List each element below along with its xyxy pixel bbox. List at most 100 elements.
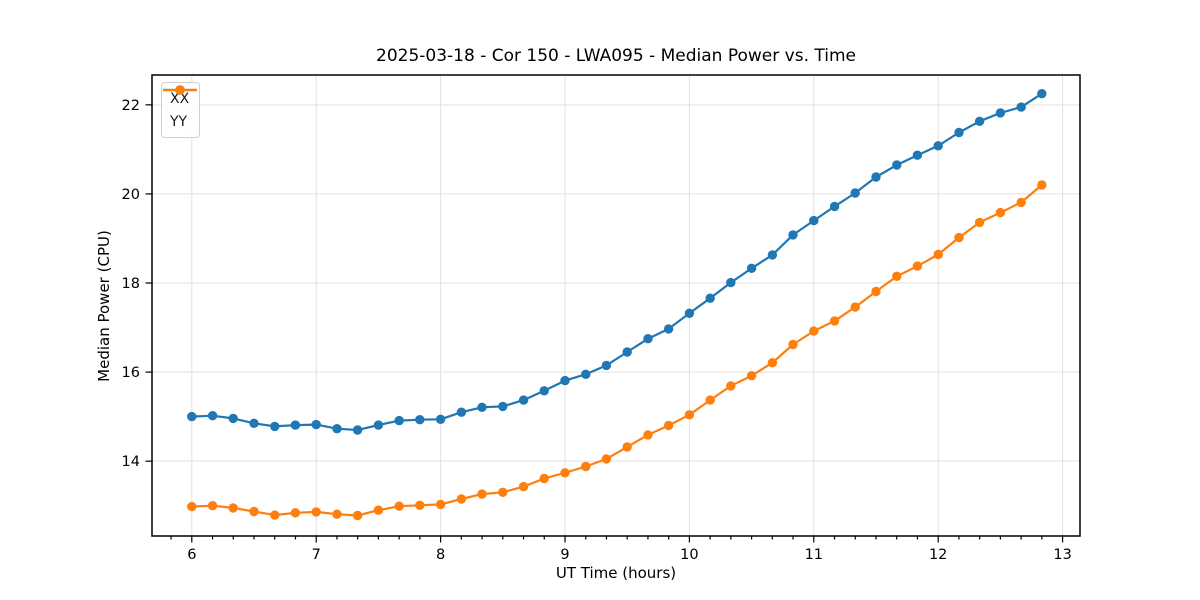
data-point xyxy=(207,411,218,421)
data-point xyxy=(290,508,301,518)
data-point xyxy=(995,108,1006,118)
data-point xyxy=(622,347,632,357)
data-point xyxy=(498,487,508,497)
data-point xyxy=(270,421,280,432)
data-point xyxy=(767,250,778,260)
data-point xyxy=(332,509,342,519)
data-point xyxy=(207,501,218,511)
x-tick-label: 7 xyxy=(312,547,321,563)
data-point xyxy=(394,501,404,511)
legend-label: YY xyxy=(170,113,188,130)
data-point xyxy=(352,510,363,521)
legend-marker xyxy=(175,85,185,95)
data-point xyxy=(415,500,425,510)
data-point xyxy=(228,503,238,513)
data-point xyxy=(933,249,943,260)
data-point xyxy=(290,420,301,430)
data-point xyxy=(726,277,736,288)
data-point xyxy=(643,430,653,440)
data-point xyxy=(394,415,404,426)
data-point xyxy=(415,415,425,425)
data-point xyxy=(788,230,798,240)
data-point xyxy=(311,507,321,517)
data-point xyxy=(871,286,881,297)
data-point xyxy=(954,232,964,243)
data-point xyxy=(539,473,549,484)
data-point xyxy=(767,358,778,368)
y-tick-label: 20 xyxy=(122,187,140,203)
data-point xyxy=(892,271,902,281)
data-point xyxy=(974,217,985,228)
data-point xyxy=(974,116,985,127)
data-point xyxy=(373,505,384,515)
axes-spines xyxy=(151,74,1081,537)
data-point xyxy=(663,324,674,334)
y-tick-label: 14 xyxy=(122,454,140,470)
data-point xyxy=(746,263,757,273)
data-point xyxy=(477,402,487,412)
data-point xyxy=(933,141,943,151)
data-point xyxy=(726,381,736,391)
tick-labels: 6 7 8 9 10 11 12 13 14 16 18 20 22 xyxy=(122,98,1072,563)
y-tick-label: 16 xyxy=(122,365,140,381)
x-tick-label: 9 xyxy=(560,547,569,563)
data-point xyxy=(1016,102,1026,112)
data-point xyxy=(705,293,715,303)
data-point xyxy=(435,414,446,424)
data-point xyxy=(912,150,923,160)
data-point xyxy=(809,326,819,336)
gridlines xyxy=(152,75,1080,536)
data-point xyxy=(373,420,384,430)
data-point xyxy=(187,411,197,422)
chart-title: 2025-03-18 - Cor 150 - LWA095 - Median P… xyxy=(376,46,856,66)
data-point xyxy=(581,461,591,472)
data-point xyxy=(435,499,446,510)
x-axis-label: UT Time (hours) xyxy=(555,564,677,582)
axis-ticks xyxy=(145,104,1064,543)
data-point xyxy=(249,506,259,517)
data-point xyxy=(684,410,695,420)
series-markers-yy xyxy=(187,180,1047,521)
x-tick-label: 6 xyxy=(187,547,196,563)
data-point xyxy=(270,510,280,520)
data-point xyxy=(560,468,570,478)
data-point xyxy=(663,420,674,431)
data-point xyxy=(643,334,653,344)
y-tick-label: 18 xyxy=(122,276,140,292)
data-point xyxy=(995,207,1006,218)
data-point xyxy=(829,316,840,326)
x-tick-label: 8 xyxy=(436,547,445,563)
data-point xyxy=(912,261,923,271)
data-point xyxy=(788,339,798,350)
data-point xyxy=(601,360,612,371)
data-point xyxy=(850,302,860,312)
data-point xyxy=(871,172,881,182)
data-point xyxy=(1037,180,1047,190)
data-point xyxy=(601,454,612,464)
data-point xyxy=(1037,89,1047,99)
data-point xyxy=(228,413,238,424)
data-point xyxy=(809,215,819,226)
x-tick-label: 11 xyxy=(805,547,823,563)
legend-label: XX xyxy=(170,90,190,107)
series-markers-xx xyxy=(187,89,1047,435)
y-tick-label: 22 xyxy=(122,98,140,114)
data-point xyxy=(850,188,860,198)
data-point xyxy=(684,308,695,318)
legend: XX YY xyxy=(161,82,201,138)
data-point xyxy=(954,127,964,138)
data-point xyxy=(518,395,529,405)
data-point xyxy=(332,424,342,434)
series-xx xyxy=(187,89,1047,435)
data-point xyxy=(1016,197,1026,208)
series-yy xyxy=(187,180,1047,521)
data-point xyxy=(249,418,259,428)
data-point xyxy=(560,375,570,386)
y-axis-label: Median Power (CPU) xyxy=(95,230,113,382)
data-point xyxy=(311,419,321,430)
legend-swatch-yy xyxy=(163,85,197,95)
x-tick-label: 10 xyxy=(680,547,698,563)
data-point xyxy=(622,442,632,452)
